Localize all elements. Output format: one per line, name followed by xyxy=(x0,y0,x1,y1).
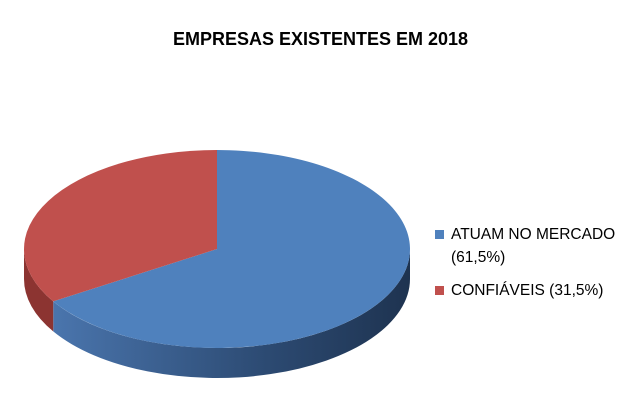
legend-label-atuam-no-mercado: ATUAM NO MERCADO (61,5%) xyxy=(451,226,616,266)
pie-slice-1 xyxy=(23,149,217,302)
legend-label-confiaveis: CONFIÁVEIS (31,5%) xyxy=(451,282,604,299)
legend-entry-atuam-no-mercado: ATUAM NO MERCADO (61,5%) xyxy=(435,223,635,269)
pie-slice-side-1 xyxy=(23,249,54,332)
pie-slice-side-0 xyxy=(53,249,411,379)
legend: ATUAM NO MERCADO (61,5%) CONFIÁVEIS (31,… xyxy=(435,223,635,302)
legend-swatch-confiaveis xyxy=(435,286,444,295)
chart-title: EMPRESAS EXISTENTES EM 2018 xyxy=(172,29,469,49)
pie-slice-0 xyxy=(53,150,410,348)
legend-swatch-atuam-no-mercado xyxy=(435,230,444,239)
legend-entry-confiaveis: CONFIÁVEIS (31,5%) xyxy=(435,279,635,302)
